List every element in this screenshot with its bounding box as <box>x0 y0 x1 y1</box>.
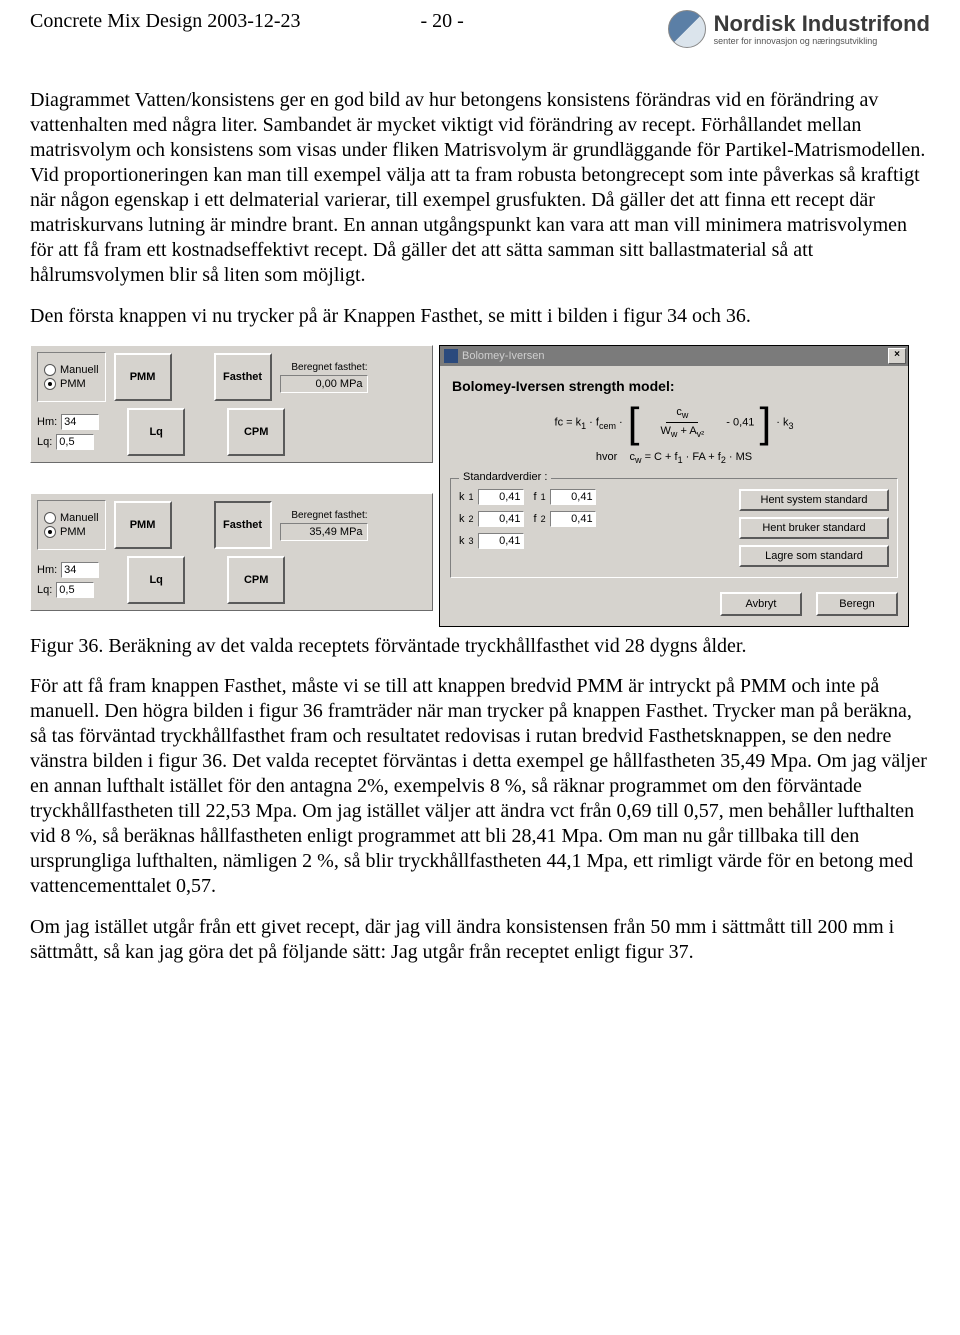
fasthet-button[interactable]: Fasthet <box>214 353 272 401</box>
lagre-button[interactable]: Lagre som standard <box>739 545 889 567</box>
lq-button[interactable]: Lq <box>127 408 185 456</box>
hm-field[interactable]: 34 <box>61 562 99 578</box>
k3-label: k <box>459 535 465 547</box>
calc-label: Beregnet fasthet: <box>291 510 367 521</box>
hent-bruker-button[interactable]: Hent bruker standard <box>739 517 889 539</box>
beregn-button[interactable]: Beregn <box>816 592 898 616</box>
calc-label: Beregnet fasthet: <box>291 362 367 373</box>
pmm-button[interactable]: PMM <box>114 501 172 549</box>
avbryt-button[interactable]: Avbryt <box>720 592 802 616</box>
dialog-title: Bolomey-Iversen <box>462 350 545 362</box>
radio-pmm-label: PMM <box>60 378 86 390</box>
f2-label: f <box>534 513 537 525</box>
formula-fc: fc = k1 · fcem · [ cw Ww + Av² - 0,41 ] … <box>450 406 898 439</box>
mode-radio-group: Manuell PMM <box>37 352 106 402</box>
bolomey-dialog: Bolomey-Iversen × Bolomey-Iversen streng… <box>439 345 909 627</box>
lq-field[interactable]: 0,5 <box>56 434 94 450</box>
mode-radio-group: Manuell PMM <box>37 500 106 550</box>
fasthet-button[interactable]: Fasthet <box>214 501 272 549</box>
k1-field[interactable]: 0,41 <box>478 489 524 505</box>
hm-field[interactable]: 34 <box>61 414 99 430</box>
paragraph-3: För att få fram knappen Fasthet, måste v… <box>30 674 930 899</box>
hent-system-button[interactable]: Hent system standard <box>739 489 889 511</box>
lq-label: Lq: <box>37 584 52 596</box>
panel-fasthet-before: Manuell PMM PMM Fasthet Beregnet fasthet… <box>30 345 433 463</box>
lq-button[interactable]: Lq <box>127 556 185 604</box>
paragraph-1: Diagrammet Vatten/konsistens ger en god … <box>30 88 930 288</box>
radio-pmm-label: PMM <box>60 526 86 538</box>
doc-title: Concrete Mix Design 2003-12-23 <box>30 10 301 33</box>
k2-label: k <box>459 513 465 525</box>
radio-manuell[interactable]: Manuell <box>44 364 99 376</box>
k2-field[interactable]: 0,41 <box>478 511 524 527</box>
figure-caption: Figur 36. Beräkning av det valda recepte… <box>30 635 930 658</box>
dialog-heading: Bolomey-Iversen strength model: <box>452 378 898 394</box>
pmm-button[interactable]: PMM <box>114 353 172 401</box>
cpm-button[interactable]: CPM <box>227 408 285 456</box>
paragraph-2: Den första knappen vi nu trycker på är K… <box>30 304 930 329</box>
panel-fasthet-after: Manuell PMM PMM Fasthet Beregnet fasthet… <box>30 493 433 611</box>
radio-manuell[interactable]: Manuell <box>44 512 99 524</box>
k1-label: k <box>459 491 465 503</box>
radio-manuell-label: Manuell <box>60 364 99 376</box>
brand-tagline: senter for innovasjon og næringsutviklin… <box>714 37 930 46</box>
calc-value: 0,00 MPa <box>280 375 368 393</box>
brand-name: Nordisk Industrifond <box>714 13 930 35</box>
page-number: - 20 - <box>421 10 464 33</box>
std-legend: Standardverdier : <box>459 471 551 483</box>
close-icon[interactable]: × <box>888 348 906 364</box>
standard-values-group: Standardverdier : k10,41 k20,41 k30,41 f… <box>450 478 898 578</box>
brand-block: Nordisk Industrifond senter for innovasj… <box>668 10 930 48</box>
radio-pmm[interactable]: PMM <box>44 526 99 538</box>
calc-value: 35,49 MPa <box>280 523 368 541</box>
k3-field[interactable]: 0,41 <box>478 533 524 549</box>
f1-label: f <box>534 491 537 503</box>
brand-logo-icon <box>668 10 706 48</box>
figure-36: Manuell PMM PMM Fasthet Beregnet fasthet… <box>30 345 930 627</box>
lq-field[interactable]: 0,5 <box>56 582 94 598</box>
formula-cw: hvor cw = C + f1 · FA + f2 · MS <box>450 451 898 465</box>
hm-label: Hm: <box>37 416 57 428</box>
paragraph-4: Om jag istället utgår från ett givet rec… <box>30 915 930 965</box>
hm-label: Hm: <box>37 564 57 576</box>
dialog-app-icon <box>444 349 458 363</box>
radio-manuell-label: Manuell <box>60 512 99 524</box>
radio-pmm[interactable]: PMM <box>44 378 99 390</box>
dialog-titlebar: Bolomey-Iversen × <box>440 346 908 366</box>
cpm-button[interactable]: CPM <box>227 556 285 604</box>
f2-field[interactable]: 0,41 <box>550 511 596 527</box>
f1-field[interactable]: 0,41 <box>550 489 596 505</box>
lq-label: Lq: <box>37 436 52 448</box>
